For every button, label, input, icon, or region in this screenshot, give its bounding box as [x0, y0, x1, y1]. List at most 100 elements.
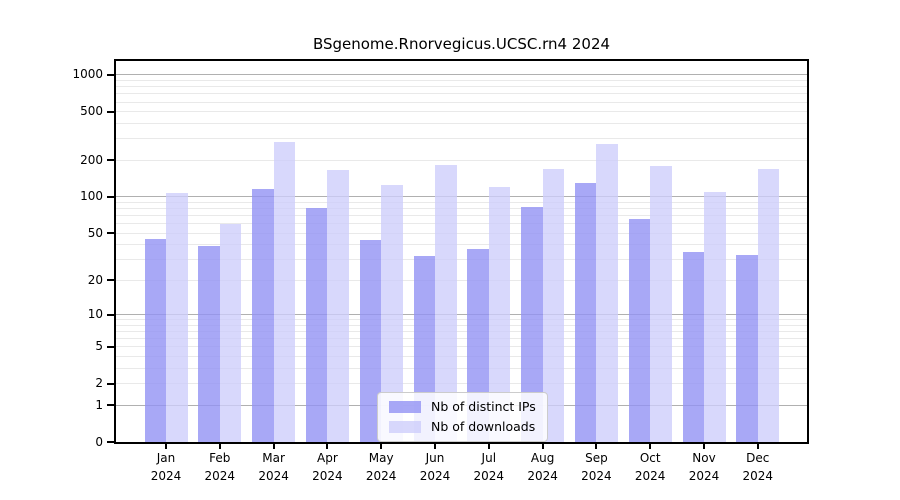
x-axis-tick — [595, 444, 598, 449]
bar-downloads — [704, 191, 726, 442]
gridline-minor — [116, 101, 807, 103]
x-axis-tick-label: Feb 2024 — [204, 451, 236, 483]
gridline-minor — [116, 215, 807, 217]
x-axis-tick — [380, 444, 383, 449]
x-axis-tick — [756, 444, 759, 449]
x-axis-tick-label: Jun 2024 — [419, 451, 451, 483]
y-axis-tick-label: 50 — [87, 225, 103, 240]
gridline-minor — [116, 331, 807, 333]
bar-distinct-ips — [574, 182, 597, 442]
legend-swatch-distinct-ips — [389, 400, 421, 413]
x-axis-tick — [703, 444, 705, 449]
gridline-major — [116, 314, 807, 316]
y-axis-tick — [107, 345, 114, 348]
gridline-minor — [116, 324, 807, 326]
legend-entry-distinct-ips: Nb of distinct IPs — [389, 398, 536, 415]
gridline-minor — [116, 208, 807, 210]
bar-distinct-ips — [305, 207, 328, 442]
plot-inner: Nb of distinct IPs Nb of downloads — [116, 61, 807, 442]
x-axis-tick-label: May 2024 — [365, 451, 397, 483]
x-axis-tick-label: Nov 2024 — [688, 451, 720, 483]
bar-downloads — [166, 192, 188, 442]
x-axis-tick-label: Mar 2024 — [258, 451, 289, 483]
x-axis-tick — [272, 444, 275, 449]
bar-distinct-ips — [628, 218, 651, 442]
gridline-minor — [116, 279, 807, 281]
x-axis-tick — [487, 444, 490, 449]
gridline-minor — [116, 123, 807, 125]
bar-distinct-ips — [198, 246, 220, 442]
y-axis-tick — [107, 279, 114, 282]
gridline-minor — [116, 86, 807, 88]
gridline-minor — [116, 201, 807, 203]
gridline-minor — [116, 80, 807, 82]
bar-downloads — [757, 169, 780, 442]
x-axis-tick-label: Jul 2024 — [473, 451, 505, 483]
bar-distinct-ips — [521, 207, 543, 442]
x-axis-tick-label: Oct 2024 — [634, 451, 666, 483]
gridline-minor — [116, 138, 807, 140]
bar-downloads — [488, 186, 511, 442]
legend-swatch-downloads — [389, 420, 421, 433]
x-axis-tick-label: Apr 2024 — [312, 451, 343, 483]
gridline-minor — [116, 111, 807, 113]
gridline-minor — [116, 319, 807, 321]
gridline-major — [116, 196, 807, 198]
gridline-minor — [116, 355, 807, 357]
x-axis-tick — [541, 444, 544, 449]
legend-entry-downloads: Nb of downloads — [389, 418, 536, 435]
bar-downloads — [435, 164, 457, 442]
gridline-minor — [116, 338, 807, 340]
y-axis-tick-label: 0 — [95, 434, 103, 449]
y-axis-tick-label: 20 — [87, 272, 103, 287]
bar-downloads — [596, 144, 618, 442]
gridline-minor — [116, 259, 807, 261]
gridline-minor — [116, 223, 807, 225]
gridline-minor — [116, 346, 807, 348]
bar-downloads — [273, 142, 296, 442]
y-axis-tick-label: 1000 — [72, 67, 103, 82]
bar-distinct-ips — [144, 238, 166, 442]
y-axis-tick — [107, 73, 114, 76]
x-axis-tick — [165, 444, 167, 449]
bar-distinct-ips — [252, 188, 274, 442]
gridline-minor — [116, 244, 807, 246]
y-axis-tick — [107, 110, 114, 113]
gridline-minor — [116, 383, 807, 385]
y-axis-tick — [107, 195, 114, 198]
y-axis-tick-label: 5 — [95, 339, 103, 354]
bar-downloads — [650, 165, 672, 442]
x-axis-tick-label: Aug 2024 — [527, 451, 558, 483]
x-axis-tick — [326, 444, 329, 449]
y-axis-tick-label: 200 — [80, 152, 103, 167]
bar-distinct-ips — [736, 254, 758, 442]
gridline-major — [116, 74, 807, 76]
y-axis-tick — [107, 232, 114, 235]
y-axis-tick-label: 100 — [80, 189, 103, 204]
x-axis-tick — [434, 444, 436, 449]
y-axis-tick-label: 10 — [87, 307, 103, 322]
gridline-minor — [116, 232, 807, 234]
y-axis-tick-label: 2 — [95, 376, 103, 391]
y-axis-tick — [107, 313, 114, 316]
legend-label-downloads: Nb of downloads — [431, 419, 536, 434]
bar-downloads — [381, 185, 403, 442]
legend: Nb of distinct IPs Nb of downloads — [377, 392, 548, 442]
x-axis-tick-label: Sep 2024 — [581, 451, 612, 483]
x-axis-tick — [649, 444, 652, 449]
y-axis-tick — [107, 404, 114, 407]
chart-title: BSgenome.Rnorvegicus.UCSC.rn4 2024 — [312, 35, 611, 53]
y-axis-tick — [107, 382, 114, 385]
y-axis-tick-label: 500 — [80, 104, 103, 119]
x-axis-tick — [218, 444, 221, 449]
bar-downloads — [542, 169, 565, 442]
bar-distinct-ips — [682, 251, 704, 442]
bar-downloads — [219, 223, 242, 442]
bar-downloads — [327, 170, 349, 442]
x-axis-tick-label: Jan 2024 — [150, 451, 182, 483]
y-axis-tick — [107, 441, 114, 443]
plot-area: Nb of distinct IPs Nb of downloads — [114, 59, 809, 444]
y-axis-tick — [107, 159, 114, 162]
gridline-minor — [116, 159, 807, 161]
